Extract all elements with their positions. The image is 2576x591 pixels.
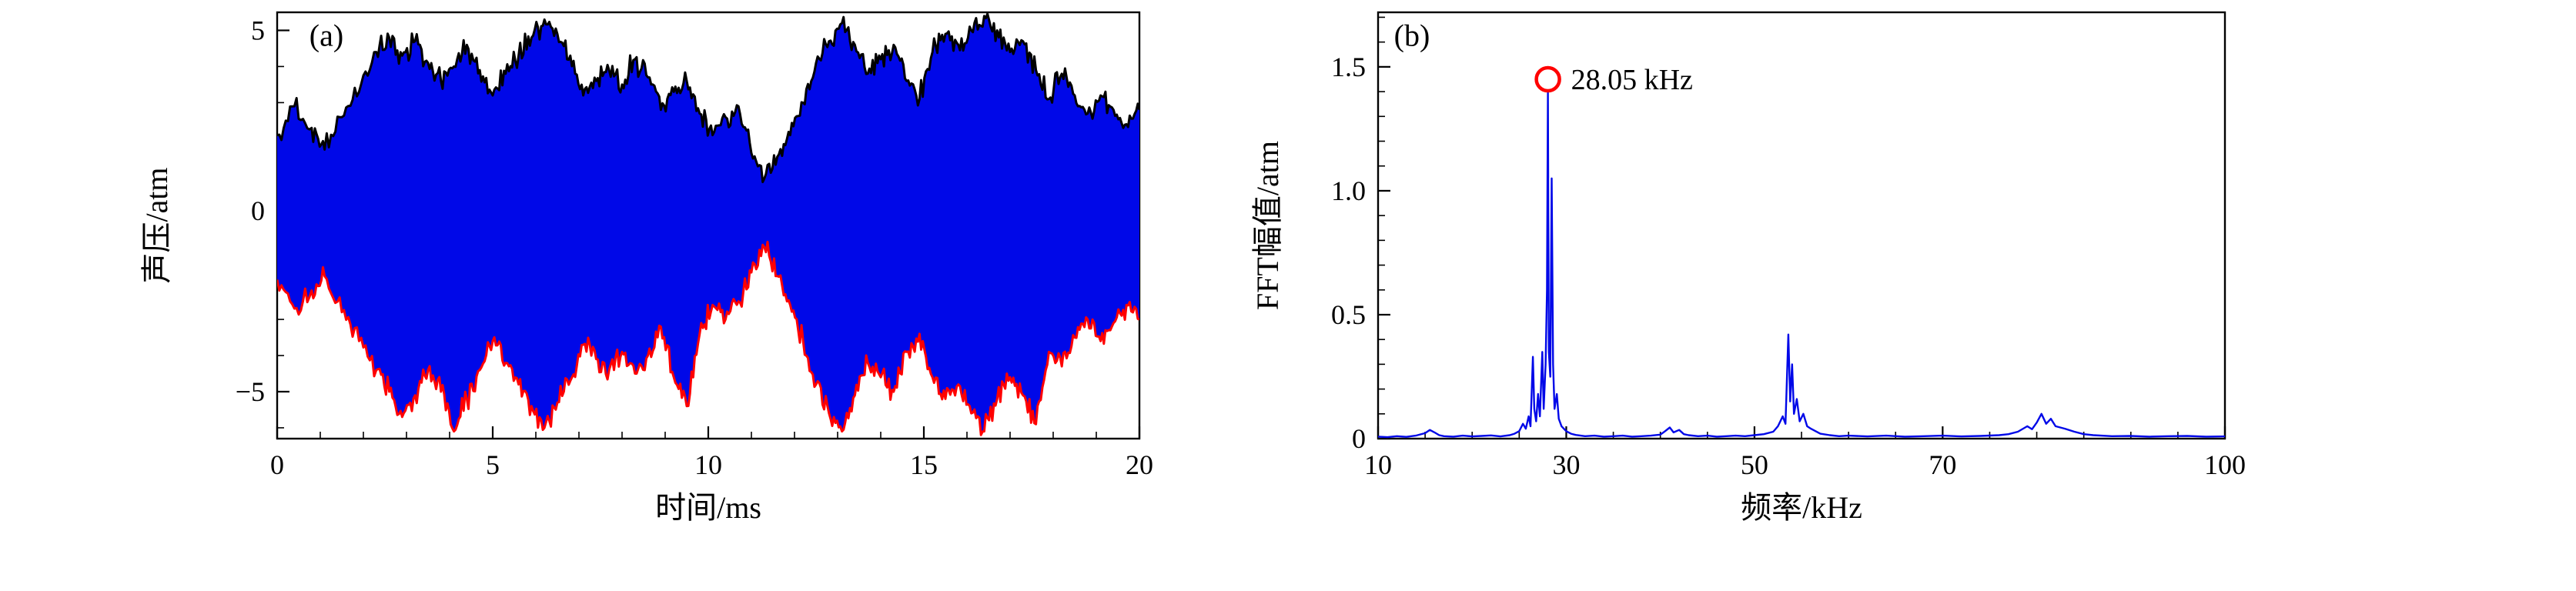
y-tick-label: 0.5 xyxy=(1331,299,1366,330)
x-tick-label: 5 xyxy=(486,449,500,480)
waveform-x-axis-label: 时间/ms xyxy=(655,490,761,525)
x-tick-label: 30 xyxy=(1552,449,1580,480)
waveform-fill xyxy=(277,13,1139,436)
y-tick-label: 1.5 xyxy=(1331,52,1366,82)
fft-chart: 10 30 50 70 100 0 0.5 1.0 1.5 28.05 kHz xyxy=(1331,11,2246,480)
y-tick-label: 5 xyxy=(251,15,265,45)
x-tick-label: 15 xyxy=(910,449,938,480)
y-tick-label: −5 xyxy=(236,376,265,407)
panel-a-tag: (a) xyxy=(309,18,344,53)
x-tick-label: 0 xyxy=(270,449,284,480)
x-tick-label: 100 xyxy=(2204,449,2246,480)
panel-b-tag: (b) xyxy=(1393,18,1430,53)
fft-line xyxy=(1378,90,2225,439)
x-tick-label: 70 xyxy=(1929,449,1956,480)
y-tick-label: 1.0 xyxy=(1331,175,1366,206)
peak-annotation-text: 28.05 kHz xyxy=(1571,64,1693,96)
x-tick-label: 20 xyxy=(1126,449,1153,480)
x-tick-label: 10 xyxy=(1364,449,1392,480)
waveform-chart: 0 5 10 15 20 −5 0 5 xyxy=(236,11,1153,480)
x-tick-label: 50 xyxy=(1741,449,1768,480)
fft-x-axis-label: 频率/kHz xyxy=(1741,490,1862,525)
waveform-y-axis-label: 声压/atm xyxy=(139,167,174,284)
x-tick-label: 10 xyxy=(694,449,722,480)
y-tick-label: 0 xyxy=(251,195,265,226)
upper-envelope-line xyxy=(277,12,1139,183)
peak-marker-circle xyxy=(1534,65,1561,93)
lower-envelope-line xyxy=(277,240,1139,436)
plot-border xyxy=(1377,11,2226,440)
fft-y-axis-label: FFT幅值/atm xyxy=(1250,140,1285,311)
y-tick-label: 0 xyxy=(1352,423,1366,454)
